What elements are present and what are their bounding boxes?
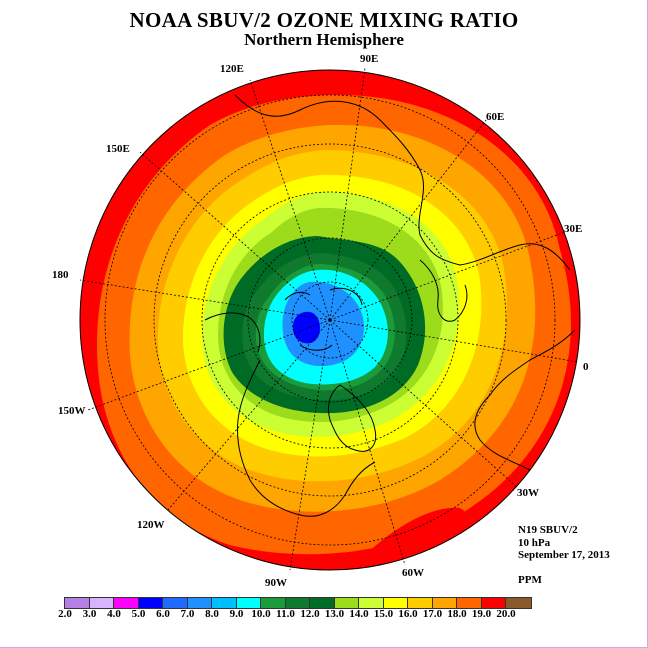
colorbar-tick-label: 6.0 [156,608,170,620]
colorbar-swatch [506,598,531,608]
colorbar-swatch [89,598,114,608]
coastlines [204,94,576,517]
coastline-alaska [204,312,261,353]
colorbar-swatch [383,598,408,608]
colorbar-swatch [481,598,506,608]
coastline-greenland [327,384,377,452]
meridian-150w [87,319,331,411]
colorbar-tick-label: 3.0 [82,608,97,620]
coastline-europe [474,329,576,471]
colorbar-swatch [261,598,286,608]
colorbar-tick-label: 11.0 [276,608,295,620]
colorbar-tick-label: 18.0 [447,608,467,620]
lon-label-60e: 60E [486,111,504,123]
colorbar-tick-label: 15.0 [373,608,394,620]
colorbar-tick-label: 8.0 [205,608,219,620]
units-label: PPM [518,574,542,586]
colorbar-tick-label: 2.0 [58,608,72,620]
graticule [79,67,579,571]
map-boundary [79,69,581,571]
colorbar-swatch [457,598,482,608]
colorbar-tick-label: 17.0 [422,608,443,620]
colorbar-tick-label: 12.0 [300,608,320,620]
colorbar [64,597,532,609]
colorbar-swatch [334,598,359,608]
meridian-0 [329,319,579,363]
colorbar-tick-label: 16.0 [398,608,418,620]
colorbar-tick-label: 19.0 [471,608,492,620]
instrument-label: N19 SBUV/2 [518,524,578,536]
latitude-circle-50n [153,143,507,497]
latitude-circle-80n [291,281,369,359]
colorbar-swatch [408,598,433,608]
colorbar-tick-label: 7.0 [180,608,195,620]
colorbar-tick-label: 9.0 [229,608,244,620]
latitude-circle-40n [104,94,556,546]
colorbar-swatch [285,598,310,608]
lon-label-90e: 90E [360,53,378,65]
colorbar-tick-label: 4.0 [107,608,121,620]
latitude-circle-60n [201,191,459,449]
meridian-90e [329,67,366,321]
colorbar-swatch [212,598,237,608]
figure-subtitle: Northern Hemisphere [244,30,404,49]
colorbar-swatch [432,598,457,608]
lon-label-180: 180 [52,269,69,281]
lon-label-30e: 30E [564,223,582,235]
coastline-north-america [237,359,376,517]
colorbar-tick-label: 10.0 [251,608,271,620]
colorbar-swatch [65,598,90,608]
colorbar-swatch [114,598,139,608]
colorbar-swatch [310,598,335,608]
pressure-level-label: 10 hPa [518,536,551,549]
lon-label-60w: 60W [402,567,424,579]
colorbar-tick-label: 20.0 [496,608,516,620]
lon-label-150w: 150W [58,405,86,417]
meridian-120w [167,319,331,511]
lon-label-90w: 90W [265,577,287,589]
colorbar-tick-label: 13.0 [324,608,345,620]
lon-label-30w: 30W [517,487,539,499]
field-pole-minimum [292,311,320,344]
coastline-asia [234,94,571,271]
meridian-30e [329,231,566,321]
colorbar-swatch [163,598,188,608]
lon-label-120e: 120E [220,63,244,75]
lon-label-150e: 150E [106,143,130,155]
colorbar-swatch [138,598,163,608]
latitude-circle-70n [247,237,413,403]
colorbar-swatch [236,598,261,608]
lon-label-0: 0 [583,361,589,373]
meridian-60w [329,319,406,566]
date-label: September 17, 2013 [518,549,610,561]
colorbar-swatch [359,598,384,608]
coastline-scandinavia [419,259,468,322]
figure-title: NOAA SBUV/2 OZONE MIXING RATIO [129,8,519,32]
data-info-block: N19 SBUV/2 10 hPa September 17, 2013 [518,524,610,562]
lon-label-120w: 120W [137,519,165,531]
colorbar-tick-label: 5.0 [131,608,146,620]
longitude-labels: 90E 60E 30E 0 30W 60W 90W 120W 150W 180 … [52,53,589,589]
colorbar-swatch [187,598,212,608]
colorbar-tick-label: 14.0 [349,608,369,620]
